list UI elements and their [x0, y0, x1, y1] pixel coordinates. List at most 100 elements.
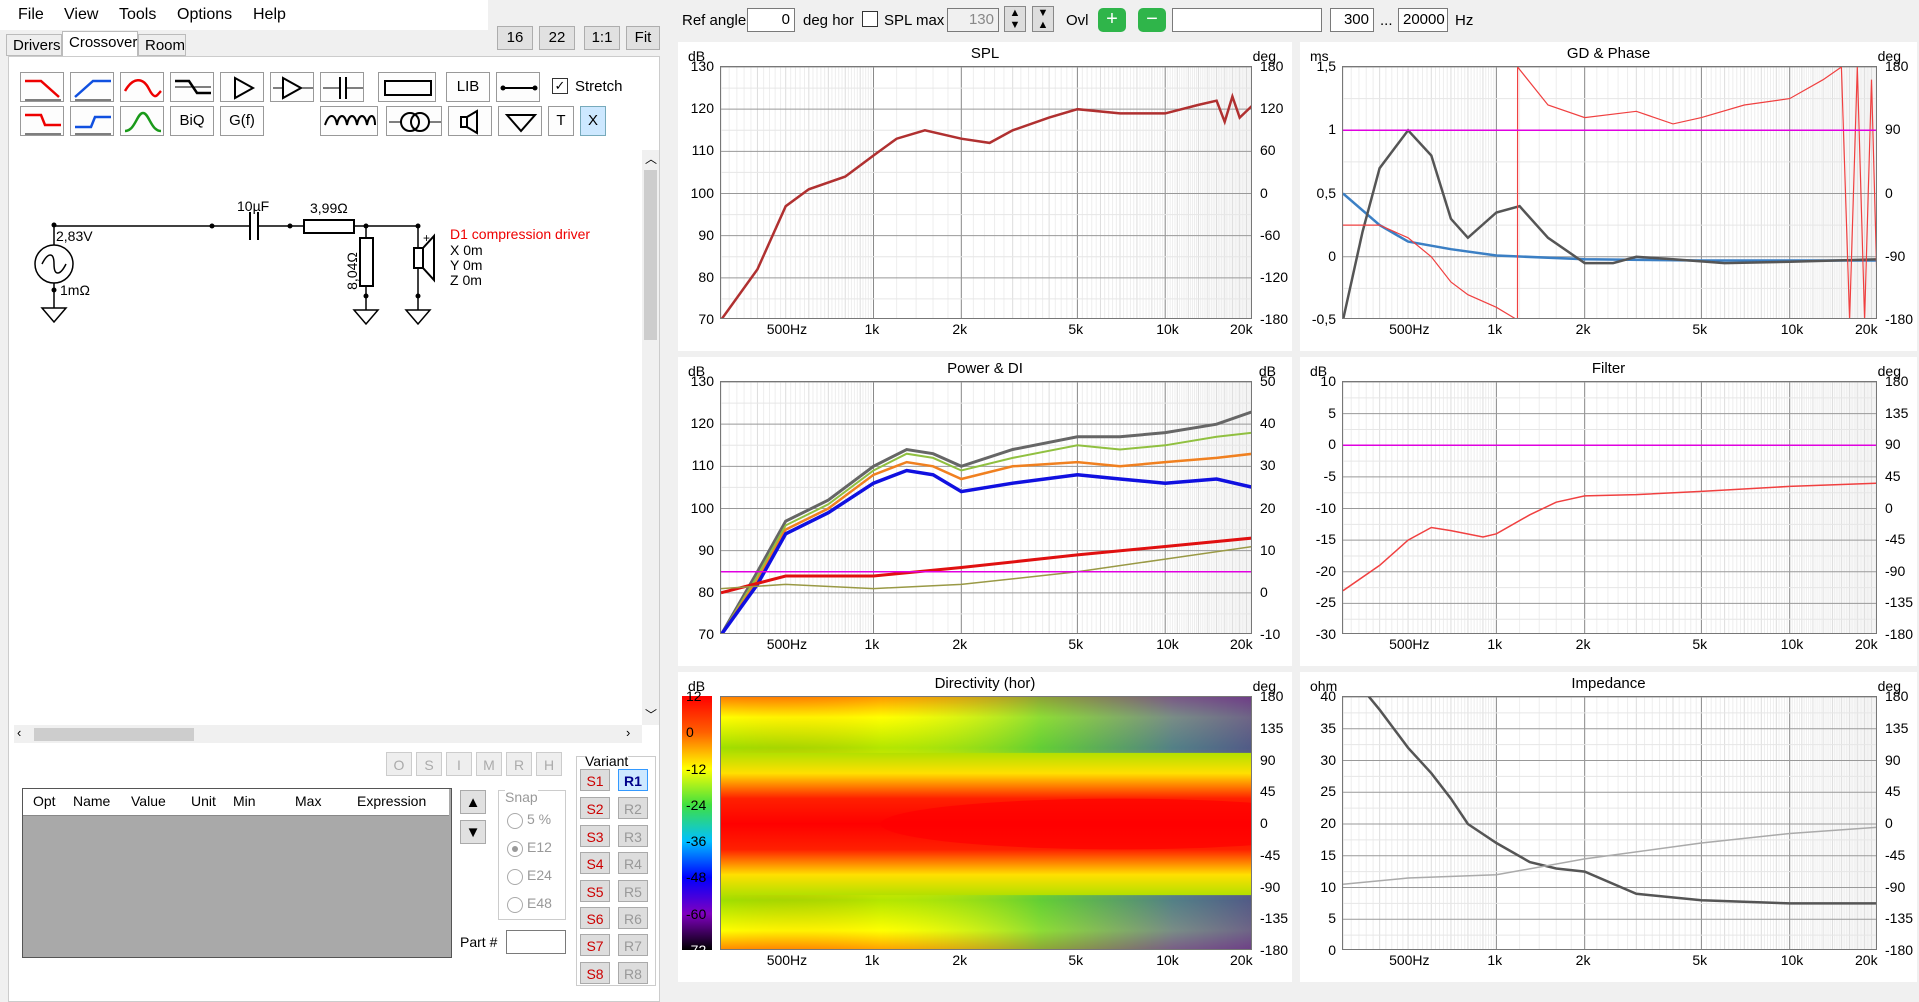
- remove-overlay-button[interactable]: −: [1138, 8, 1166, 32]
- spl-panel[interactable]: SPL dB deg 500Hz 1k 2k 5k 10k 20k 130 120 110 100 9…: [678, 42, 1292, 351]
- hscroll-thumb[interactable]: [34, 728, 194, 741]
- t-button[interactable]: T: [548, 106, 574, 136]
- menu-help[interactable]: Help: [253, 6, 286, 23]
- opt-i-button[interactable]: I: [446, 752, 472, 776]
- highpass2-blue-button[interactable]: [70, 106, 114, 136]
- col-max[interactable]: Max: [295, 793, 322, 809]
- shelf-button[interactable]: [170, 72, 214, 102]
- col-name[interactable]: Name: [73, 793, 111, 809]
- wire-button[interactable]: [496, 72, 540, 102]
- variant-s3-button[interactable]: S3: [580, 825, 610, 847]
- zoom-fit-button[interactable]: Fit: [626, 26, 660, 50]
- power-di-panel[interactable]: Power & DI dB dB 500Hz 1k 2k 5k 10k 20k 130 120 1…: [678, 357, 1292, 666]
- variant-s5-button[interactable]: S5: [580, 880, 610, 902]
- variant-r5-button[interactable]: R5: [618, 880, 648, 902]
- transformer-button[interactable]: [386, 106, 442, 136]
- opt-o-button[interactable]: O: [386, 752, 412, 776]
- tab-room[interactable]: Room: [138, 34, 186, 56]
- scroll-down-icon[interactable]: ﹀: [645, 708, 658, 722]
- col-unit[interactable]: Unit: [191, 793, 216, 809]
- capacitor-button[interactable]: [320, 72, 364, 102]
- biq-button[interactable]: BiQ: [170, 106, 214, 136]
- gd-phase-panel[interactable]: GD & Phase ms deg 500Hz 1k 2k 5k 10k 20k 1,5 1 0,…: [1300, 42, 1917, 351]
- scroll-left-icon[interactable]: ‹: [17, 725, 22, 740]
- scroll-right-icon[interactable]: ›: [626, 725, 631, 740]
- variant-r3-button[interactable]: R3: [618, 825, 648, 847]
- variant-r7-button[interactable]: R7: [618, 934, 648, 956]
- spl-max-input[interactable]: 130: [947, 8, 999, 32]
- allpass-red-button[interactable]: [120, 72, 164, 102]
- schematic-canvas[interactable]: + 2,83V 1mΩ 10µF 3,99Ω 8,04Ω D1 compress…: [14, 150, 642, 725]
- freq-high-input[interactable]: 20000: [1398, 8, 1448, 32]
- opt-r-button[interactable]: R: [506, 752, 532, 776]
- highpass-blue-button[interactable]: [70, 72, 114, 102]
- schematic-vscroll[interactable]: ︿ ﹀: [642, 150, 659, 725]
- parameter-grid[interactable]: Opt Name Value Unit Min Max Expression: [22, 788, 452, 958]
- snap-e48-radio[interactable]: [507, 897, 523, 913]
- overlay-name-input[interactable]: [1172, 8, 1322, 32]
- menu-view[interactable]: View: [64, 6, 99, 23]
- snap-e12-radio[interactable]: [507, 841, 523, 857]
- menu-options[interactable]: Options: [177, 6, 233, 23]
- col-opt[interactable]: Opt: [33, 793, 56, 809]
- col-expression[interactable]: Expression: [357, 793, 427, 809]
- tab-drivers[interactable]: Drivers: [6, 34, 62, 56]
- col-value[interactable]: Value: [131, 793, 166, 809]
- bandpass-green-button[interactable]: [120, 106, 164, 136]
- col-min[interactable]: Min: [233, 793, 256, 809]
- snap-5pct-radio[interactable]: [507, 813, 523, 829]
- opt-m-button[interactable]: M: [476, 752, 502, 776]
- speaker-button[interactable]: [448, 106, 492, 136]
- spl-max-checkbox[interactable]: [862, 11, 878, 27]
- tab-crossover[interactable]: Crossover: [62, 31, 138, 57]
- variant-r1-button[interactable]: R1: [618, 769, 648, 791]
- move-down-button[interactable]: ▼: [460, 820, 486, 844]
- scroll-up-icon[interactable]: ︿: [645, 152, 658, 166]
- stretch-checkbox[interactable]: ✓: [552, 78, 568, 94]
- lowpass-red-button[interactable]: [20, 72, 64, 102]
- menu-file[interactable]: File: [18, 6, 44, 23]
- gd-plot-area[interactable]: [1342, 66, 1877, 319]
- move-up-button[interactable]: ▲: [460, 790, 486, 814]
- dir-plot-area[interactable]: [720, 696, 1252, 950]
- filter-plot-area[interactable]: [1342, 381, 1877, 634]
- opt-h-button[interactable]: H: [536, 752, 562, 776]
- variant-s1-button[interactable]: S1: [580, 769, 610, 791]
- freq-low-input[interactable]: 300: [1330, 8, 1374, 32]
- gf-button[interactable]: G(f): [220, 106, 264, 136]
- variant-r6-button[interactable]: R6: [618, 907, 648, 929]
- imp-plot-area[interactable]: [1342, 696, 1877, 950]
- variant-s7-button[interactable]: S7: [580, 934, 610, 956]
- variant-r2-button[interactable]: R2: [618, 797, 648, 819]
- schematic-hscroll[interactable]: ‹ ›: [14, 725, 642, 743]
- amplifier-button[interactable]: [220, 72, 264, 102]
- power-plot-area[interactable]: [720, 381, 1252, 634]
- part-input[interactable]: [506, 930, 566, 954]
- variant-r4-button[interactable]: R4: [618, 852, 648, 874]
- impedance-panel[interactable]: Impedance ohm deg 500Hz 1k 2k 5k 10k 20k 40 35 30…: [1300, 672, 1917, 982]
- resistor-button[interactable]: [378, 72, 436, 102]
- directivity-panel[interactable]: Directivity (hor) dB deg 500Hz 1k 2k 5k 10k 20…: [678, 672, 1292, 982]
- ground-button[interactable]: [498, 106, 542, 136]
- add-overlay-button[interactable]: +: [1098, 8, 1126, 32]
- lib-button[interactable]: LIB: [446, 72, 490, 102]
- snap-e24-radio[interactable]: [507, 869, 523, 885]
- menu-tools[interactable]: Tools: [119, 6, 157, 23]
- spl-updown-button[interactable]: ▲ ▼: [1004, 6, 1026, 32]
- x-button[interactable]: X: [580, 106, 606, 136]
- vscroll-thumb[interactable]: [644, 170, 657, 340]
- zoom-16-button[interactable]: 16: [497, 26, 533, 50]
- variant-s2-button[interactable]: S2: [580, 797, 610, 819]
- variant-r8-button[interactable]: R8: [618, 962, 648, 984]
- variant-s8-button[interactable]: S8: [580, 962, 610, 984]
- zoom-22-button[interactable]: 22: [539, 26, 575, 50]
- opt-s-button[interactable]: S: [416, 752, 442, 776]
- buffer-button[interactable]: [270, 72, 314, 102]
- spl-plot-area[interactable]: [720, 66, 1252, 319]
- variant-s4-button[interactable]: S4: [580, 852, 610, 874]
- filter-panel[interactable]: Filter dB deg 500Hz 1k 2k 5k 10k 20k 10 5 0 -5 -10 -…: [1300, 357, 1917, 666]
- spl-collapse-button[interactable]: ▼ ▲: [1032, 6, 1054, 32]
- ref-angle-input[interactable]: 0: [747, 8, 795, 32]
- inductor-button[interactable]: [320, 106, 378, 136]
- zoom-1to1-button[interactable]: 1:1: [584, 26, 620, 50]
